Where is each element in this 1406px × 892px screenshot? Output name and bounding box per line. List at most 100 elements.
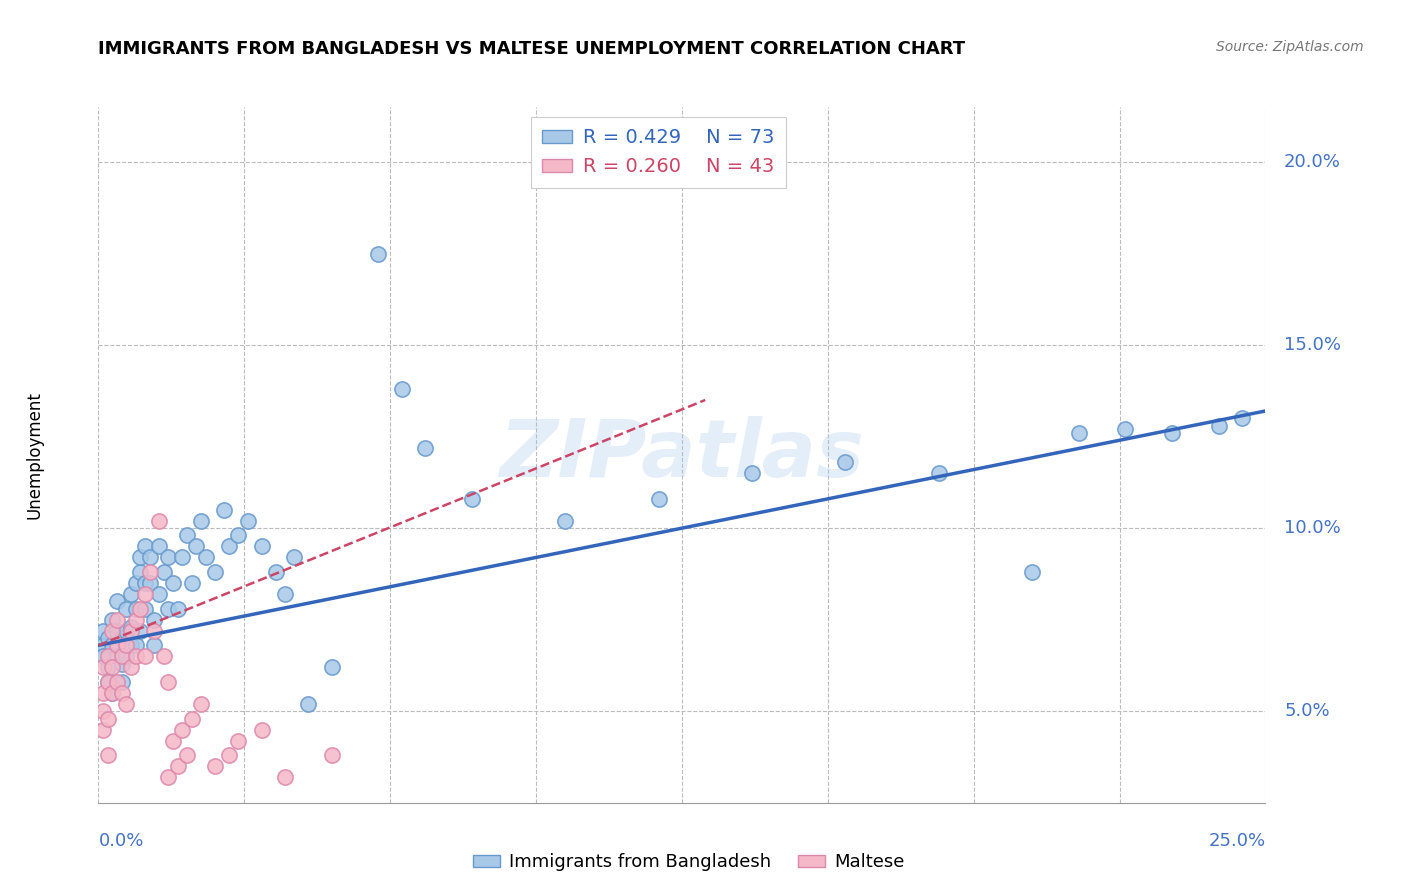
- Point: [97, 748, 120, 763]
- Text: Source: ZipAtlas.com: Source: ZipAtlas.com: [1216, 40, 1364, 54]
- Point: [157, 601, 180, 615]
- Point: [101, 686, 124, 700]
- Point: [111, 686, 134, 700]
- Legend: R = 0.429    N = 73, R = 0.260    N = 43: R = 0.429 N = 73, R = 0.260 N = 43: [531, 117, 786, 188]
- Point: [204, 565, 226, 579]
- Point: [157, 550, 180, 565]
- Point: [97, 660, 120, 674]
- Point: [180, 576, 202, 591]
- Point: [97, 649, 120, 664]
- Point: [391, 382, 413, 396]
- Point: [97, 631, 120, 645]
- Point: [97, 712, 120, 726]
- Point: [186, 540, 208, 554]
- Point: [97, 675, 120, 690]
- Point: [91, 638, 114, 652]
- Point: [101, 686, 124, 700]
- Point: [120, 660, 142, 674]
- Point: [111, 675, 134, 690]
- Point: [120, 624, 142, 638]
- Point: [157, 675, 180, 690]
- Point: [134, 649, 156, 664]
- Point: [176, 528, 198, 542]
- Point: [139, 565, 162, 579]
- Point: [125, 613, 148, 627]
- Text: 20.0%: 20.0%: [1284, 153, 1341, 171]
- Text: 0.0%: 0.0%: [98, 832, 143, 850]
- Point: [134, 540, 156, 554]
- Point: [176, 748, 198, 763]
- Text: 10.0%: 10.0%: [1284, 519, 1341, 537]
- Point: [143, 638, 166, 652]
- Point: [105, 624, 128, 638]
- Point: [115, 697, 138, 711]
- Point: [148, 587, 170, 601]
- Point: [194, 550, 217, 565]
- Point: [214, 503, 236, 517]
- Point: [190, 697, 212, 711]
- Point: [157, 770, 180, 784]
- Point: [148, 514, 170, 528]
- Point: [91, 686, 114, 700]
- Point: [101, 613, 124, 627]
- Text: 15.0%: 15.0%: [1284, 336, 1341, 354]
- Point: [115, 601, 138, 615]
- Point: [1114, 422, 1136, 436]
- Point: [172, 723, 194, 737]
- Point: [274, 587, 297, 601]
- Point: [236, 514, 259, 528]
- Point: [101, 624, 124, 638]
- Point: [125, 649, 148, 664]
- Point: [204, 759, 226, 773]
- Point: [250, 540, 273, 554]
- Point: [1208, 418, 1230, 433]
- Text: IMMIGRANTS FROM BANGLADESH VS MALTESE UNEMPLOYMENT CORRELATION CHART: IMMIGRANTS FROM BANGLADESH VS MALTESE UN…: [98, 40, 966, 58]
- Point: [120, 587, 142, 601]
- Point: [834, 455, 856, 469]
- Point: [1021, 565, 1043, 579]
- Point: [647, 491, 669, 506]
- Legend: Immigrants from Bangladesh, Maltese: Immigrants from Bangladesh, Maltese: [465, 847, 912, 879]
- Point: [111, 631, 134, 645]
- Point: [129, 550, 152, 565]
- Point: [115, 638, 138, 652]
- Point: [180, 712, 202, 726]
- Point: [321, 660, 343, 674]
- Point: [741, 467, 763, 481]
- Point: [105, 649, 128, 664]
- Point: [115, 649, 138, 664]
- Point: [228, 733, 250, 747]
- Point: [162, 733, 184, 747]
- Text: 25.0%: 25.0%: [1208, 832, 1265, 850]
- Text: Unemployment: Unemployment: [25, 391, 44, 519]
- Point: [111, 649, 134, 664]
- Point: [111, 657, 134, 671]
- Point: [91, 660, 114, 674]
- Point: [129, 601, 152, 615]
- Point: [105, 638, 128, 652]
- Point: [554, 514, 576, 528]
- Point: [134, 587, 156, 601]
- Point: [91, 723, 114, 737]
- Point: [152, 649, 174, 664]
- Point: [218, 540, 240, 554]
- Point: [115, 624, 138, 638]
- Point: [283, 550, 305, 565]
- Text: ZIPatlas: ZIPatlas: [499, 416, 865, 494]
- Point: [250, 723, 273, 737]
- Point: [461, 491, 484, 506]
- Point: [120, 638, 142, 652]
- Point: [125, 576, 148, 591]
- Point: [172, 550, 194, 565]
- Point: [125, 638, 148, 652]
- Point: [91, 704, 114, 718]
- Point: [91, 624, 114, 638]
- Point: [139, 576, 162, 591]
- Point: [105, 613, 128, 627]
- Point: [228, 528, 250, 542]
- Point: [101, 638, 124, 652]
- Point: [143, 613, 166, 627]
- Point: [367, 246, 389, 260]
- Point: [264, 565, 287, 579]
- Point: [148, 540, 170, 554]
